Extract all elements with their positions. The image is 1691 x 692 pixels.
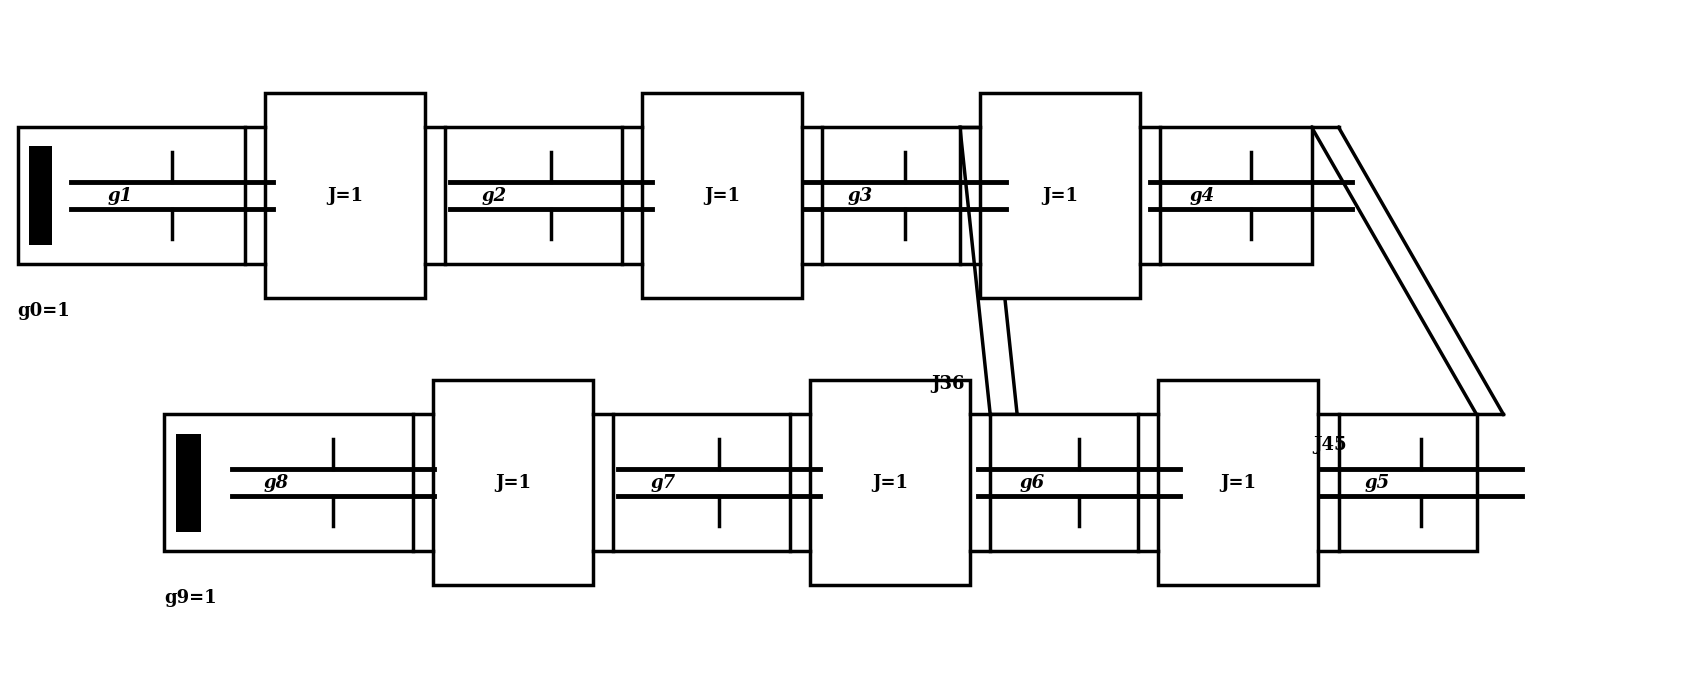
Text: J=1: J=1 (326, 187, 364, 205)
FancyBboxPatch shape (164, 415, 413, 551)
Text: g7: g7 (651, 474, 675, 492)
FancyBboxPatch shape (1160, 127, 1312, 264)
FancyBboxPatch shape (433, 380, 594, 585)
FancyBboxPatch shape (176, 433, 201, 532)
FancyBboxPatch shape (643, 93, 802, 298)
FancyBboxPatch shape (29, 147, 52, 245)
Text: g4: g4 (1190, 187, 1216, 205)
Text: g0=1: g0=1 (17, 302, 71, 320)
Text: J=1: J=1 (1042, 187, 1079, 205)
Text: J=1: J=1 (873, 474, 908, 492)
Text: J45: J45 (1314, 436, 1348, 454)
Text: g1: g1 (107, 187, 132, 205)
Text: g8: g8 (264, 474, 289, 492)
FancyBboxPatch shape (1339, 415, 1476, 551)
Text: J=1: J=1 (703, 187, 741, 205)
FancyBboxPatch shape (1158, 380, 1319, 585)
FancyBboxPatch shape (265, 93, 424, 298)
Text: g5: g5 (1365, 474, 1390, 492)
Text: J=1: J=1 (1221, 474, 1256, 492)
FancyBboxPatch shape (810, 380, 971, 585)
Text: g3: g3 (847, 187, 873, 205)
FancyBboxPatch shape (822, 127, 960, 264)
Text: J36: J36 (932, 374, 966, 392)
FancyBboxPatch shape (17, 127, 245, 264)
Text: g9=1: g9=1 (164, 589, 216, 607)
FancyBboxPatch shape (981, 93, 1140, 298)
Text: g2: g2 (482, 187, 507, 205)
FancyBboxPatch shape (614, 415, 790, 551)
FancyBboxPatch shape (445, 127, 622, 264)
Text: g6: g6 (1020, 474, 1045, 492)
Text: J=1: J=1 (495, 474, 531, 492)
FancyBboxPatch shape (991, 415, 1138, 551)
